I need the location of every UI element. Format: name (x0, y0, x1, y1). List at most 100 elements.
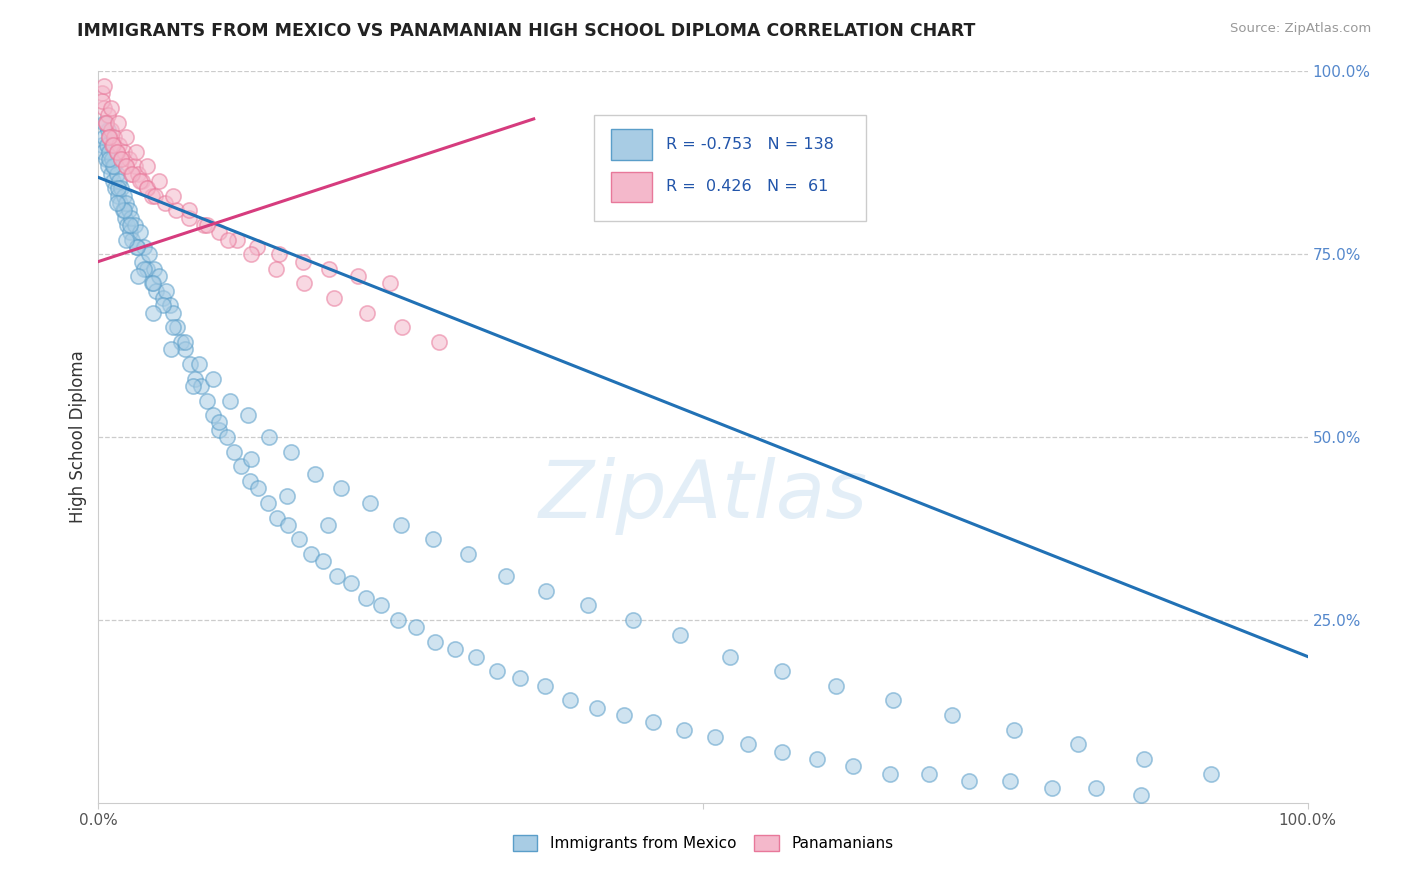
Point (770, 664, 793, 678)
Point (226, 233, 249, 247)
Point (429, 334, 451, 349)
Point (128, 174, 150, 188)
Point (299, 547, 322, 561)
Point (1067, 737, 1090, 751)
Point (264, 261, 287, 276)
Point (118, 203, 141, 218)
Point (389, 517, 412, 532)
Point (98, 145, 121, 159)
Point (292, 277, 315, 291)
Point (208, 225, 231, 239)
Point (152, 291, 174, 305)
Point (131, 174, 153, 188)
Point (98, 152, 121, 166)
Legend: Immigrants from Mexico, Panamanians: Immigrants from Mexico, Panamanians (506, 830, 900, 857)
Point (112, 203, 135, 218)
Point (110, 181, 132, 195)
Point (91, 145, 114, 159)
Point (360, 496, 382, 510)
Point (148, 174, 170, 188)
Point (291, 254, 314, 268)
Point (107, 181, 129, 195)
Point (108, 137, 131, 152)
Point (585, 700, 607, 714)
Point (118, 225, 141, 239)
Point (316, 517, 339, 532)
Point (239, 452, 262, 467)
Point (127, 240, 149, 254)
Point (266, 510, 288, 524)
Point (277, 517, 299, 532)
Point (141, 277, 163, 291)
Point (195, 393, 218, 408)
FancyBboxPatch shape (595, 115, 866, 221)
Point (486, 664, 509, 678)
Point (879, 766, 901, 780)
Point (115, 130, 138, 145)
Point (1129, 789, 1152, 803)
Point (288, 533, 311, 547)
Point (304, 467, 326, 481)
Point (918, 766, 941, 780)
Point (174, 343, 197, 357)
Point (111, 203, 134, 218)
Point (202, 371, 225, 385)
Point (613, 708, 636, 723)
Point (127, 269, 149, 284)
Point (128, 225, 150, 239)
Point (155, 284, 177, 298)
Point (135, 181, 157, 195)
Point (103, 160, 125, 174)
Point (998, 773, 1021, 788)
Point (941, 708, 963, 723)
Point (97, 108, 120, 122)
Point (495, 569, 517, 583)
Point (98, 130, 121, 145)
Point (247, 481, 270, 495)
Point (323, 291, 346, 305)
Point (669, 627, 692, 641)
Point (94, 152, 117, 166)
Point (93, 130, 115, 145)
Point (100, 137, 122, 152)
Point (135, 160, 157, 174)
Point (190, 379, 212, 393)
Point (105, 196, 128, 211)
Point (143, 261, 166, 276)
Point (340, 576, 363, 591)
Point (558, 693, 581, 707)
Point (93, 78, 115, 93)
Point (1199, 766, 1222, 780)
Point (195, 218, 218, 232)
Point (239, 247, 262, 261)
Point (246, 240, 269, 254)
Point (97, 160, 120, 174)
Point (193, 218, 215, 232)
FancyBboxPatch shape (612, 129, 652, 160)
Point (121, 233, 143, 247)
Point (121, 167, 143, 181)
Point (115, 160, 138, 174)
Point (509, 672, 531, 686)
Point (257, 430, 280, 444)
Point (120, 211, 142, 225)
Point (391, 320, 413, 334)
Point (229, 459, 252, 474)
Point (165, 203, 187, 218)
Point (97, 123, 120, 137)
Point (105, 145, 128, 159)
Point (718, 649, 741, 664)
Point (120, 167, 142, 181)
Point (457, 547, 479, 561)
Point (124, 218, 146, 232)
Point (208, 423, 231, 437)
Point (94, 115, 117, 129)
Point (127, 167, 149, 181)
Point (422, 533, 444, 547)
Point (882, 693, 904, 707)
Point (124, 160, 146, 174)
Point (148, 269, 170, 284)
Point (621, 613, 644, 627)
Point (179, 211, 201, 225)
Point (91, 137, 114, 152)
